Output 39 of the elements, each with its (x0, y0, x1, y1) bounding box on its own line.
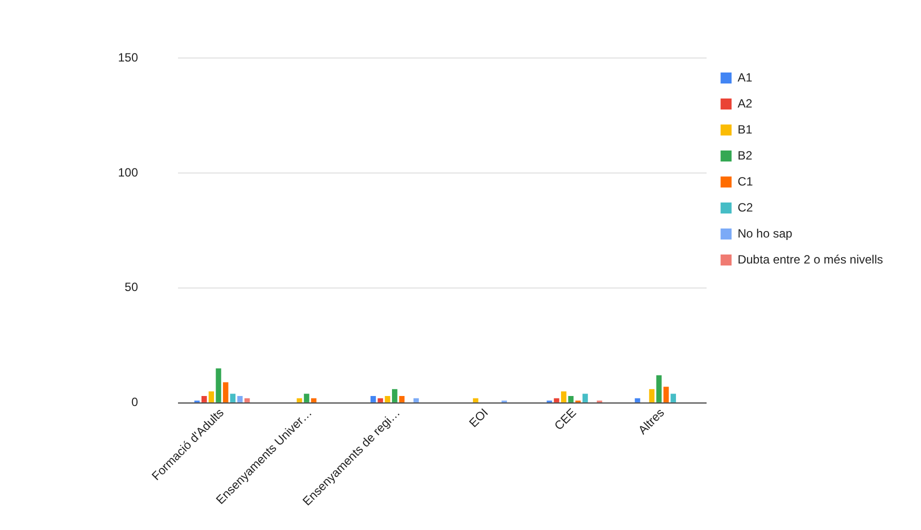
legend-label: C2 (738, 200, 754, 214)
bar (634, 398, 640, 402)
bar (649, 389, 654, 402)
bar (384, 396, 390, 402)
y-tick-label: 50 (124, 280, 138, 294)
legend-label: A2 (738, 96, 753, 110)
bar (582, 394, 588, 402)
y-tick-label: 100 (118, 165, 138, 180)
bar (413, 398, 419, 402)
bar (230, 394, 236, 402)
bar (304, 394, 310, 402)
bar (670, 394, 676, 402)
bar (216, 368, 222, 402)
legend-label: Dubta entre 2 o més nivells (738, 252, 883, 266)
legend-label: B1 (738, 122, 753, 136)
bar (554, 398, 560, 402)
x-tick-label: EOI (466, 406, 491, 430)
bar (370, 396, 376, 402)
bar (663, 386, 669, 402)
bar (296, 398, 302, 402)
bar (568, 396, 574, 402)
bar (656, 375, 662, 402)
legend-label: B2 (738, 148, 753, 162)
bar (208, 391, 214, 402)
y-tick-label: 0 (131, 395, 138, 410)
bar (222, 382, 228, 402)
bar (561, 391, 566, 402)
bar (201, 396, 207, 402)
legend-label: A1 (738, 70, 753, 84)
bar (378, 398, 384, 402)
legend-label: C1 (738, 174, 754, 188)
bar (237, 396, 243, 402)
legend-label: No ho sap (738, 226, 793, 240)
bar (311, 398, 316, 402)
bar (392, 389, 398, 402)
bar (399, 396, 405, 402)
bar (244, 398, 250, 402)
bar (472, 398, 478, 402)
y-tick-label: 150 (118, 50, 138, 64)
